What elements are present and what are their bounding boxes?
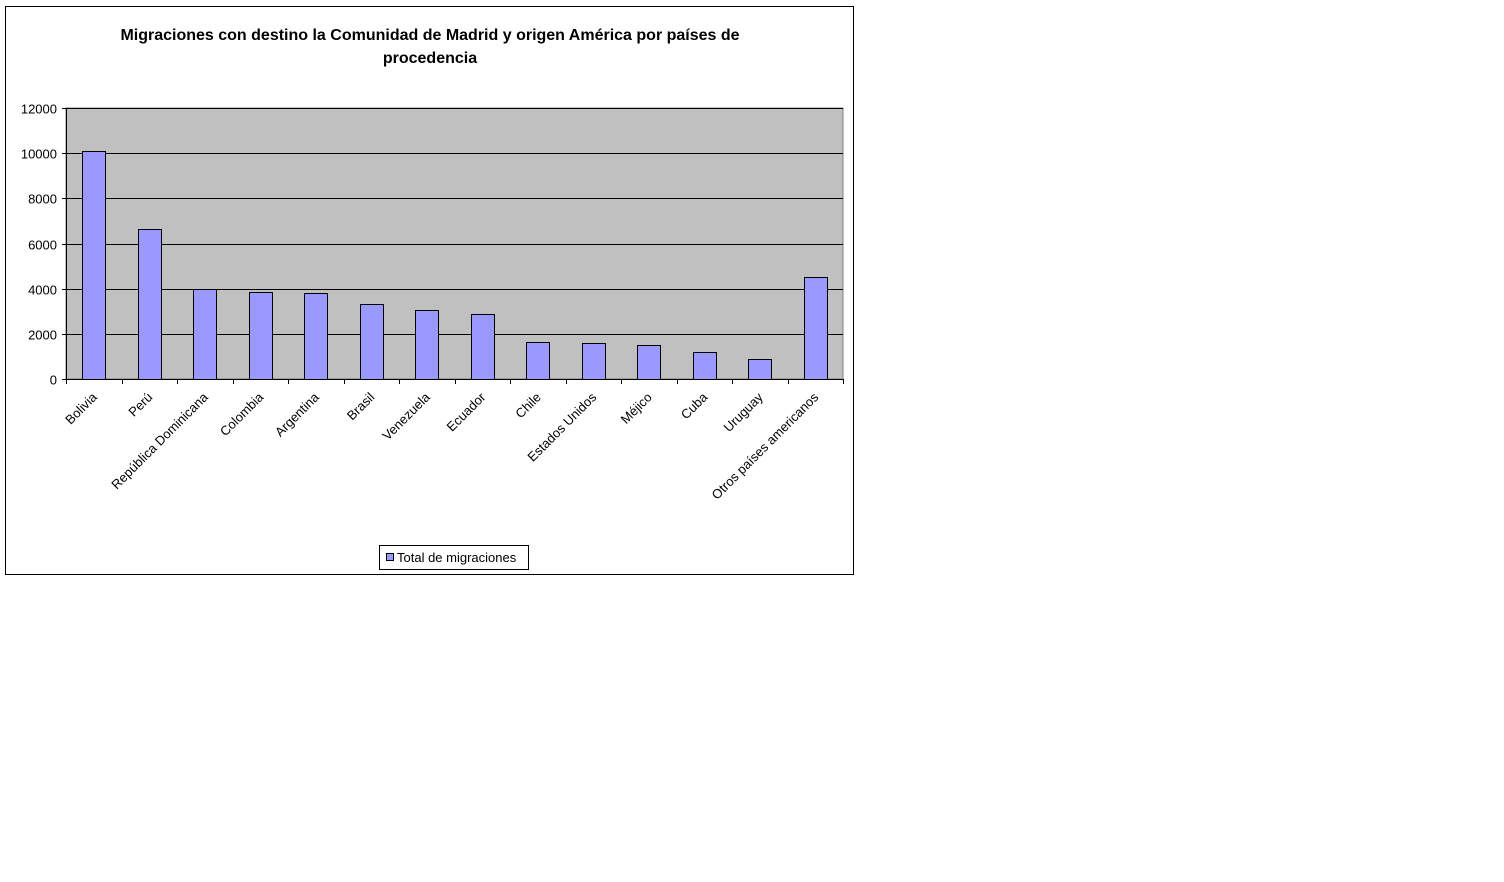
bar	[249, 292, 273, 380]
y-tick-label: 12000	[21, 102, 57, 117]
x-tick-label: Brasil	[344, 389, 378, 423]
plot-area	[65, 107, 844, 380]
y-tick-label: 4000	[28, 283, 57, 298]
chart-frame: Migraciones con destino la Comunidad de …	[5, 6, 854, 575]
x-tick-label: Chile	[512, 390, 544, 422]
chart-title-line: procedencia	[383, 50, 477, 67]
x-tick-label: Méjico	[618, 390, 655, 427]
x-tick-label: Otros países americanos	[709, 389, 822, 502]
x-tick-label: Argentina	[272, 389, 323, 440]
axes	[62, 108, 844, 384]
y-tick-label: 6000	[28, 238, 57, 253]
y-tick-label: 2000	[28, 328, 57, 343]
bar	[360, 304, 384, 380]
bar	[138, 229, 162, 380]
legend-swatch	[386, 553, 394, 561]
bar	[304, 293, 328, 380]
bar	[582, 343, 606, 380]
chart-title: Migraciones con destino la Comunidad de …	[120, 27, 739, 67]
bar-series	[82, 151, 828, 380]
x-tick-label: Colombia	[217, 389, 267, 439]
y-axis-tick-labels: 0 2000 4000 6000 8000 10000 12000	[21, 102, 57, 388]
bar	[637, 345, 661, 380]
x-tick-label: Ecuador	[444, 389, 489, 434]
chart-title-line: Migraciones con destino la Comunidad de …	[120, 27, 739, 44]
bar	[193, 289, 217, 380]
bar	[693, 352, 717, 380]
bar	[804, 277, 828, 380]
x-tick-label: Perú	[125, 390, 155, 420]
bar-chart: Migraciones con destino la Comunidad de …	[21, 27, 844, 570]
legend: Total de migraciones	[379, 545, 529, 570]
x-tick-label: Venezuela	[379, 389, 433, 443]
bar	[748, 359, 772, 380]
bar	[415, 310, 439, 380]
x-tick-label: Uruguay	[721, 389, 767, 435]
bar	[526, 342, 550, 380]
x-tick-label: República Dominicana	[108, 389, 211, 492]
y-tick-label: 0	[50, 373, 57, 388]
bar	[471, 314, 495, 380]
legend-label: Total de migraciones	[397, 550, 517, 565]
y-tick-label: 10000	[21, 147, 57, 162]
x-tick-label: Cuba	[678, 389, 711, 422]
legend-box	[379, 545, 529, 570]
bar	[82, 151, 106, 380]
x-tick-label: Bolivia	[62, 389, 100, 427]
y-tick-label: 8000	[28, 192, 57, 207]
